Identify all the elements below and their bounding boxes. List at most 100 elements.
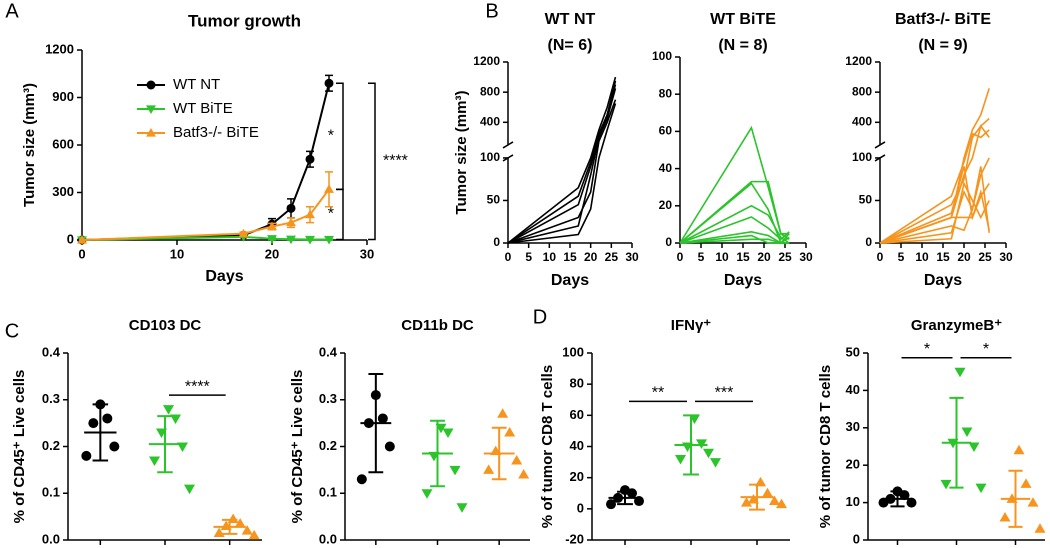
marker — [741, 497, 752, 507]
chart-title: IFNγ⁺ — [671, 317, 712, 334]
significance-label: * — [983, 341, 989, 358]
x-tick-label: 10 — [170, 246, 184, 261]
series-line — [507, 88, 617, 244]
series-line — [507, 80, 617, 244]
chart-subtitle: (N= 6) — [548, 37, 593, 54]
chart-subtitle: (N = 8) — [718, 37, 767, 54]
marker — [88, 418, 99, 429]
significance-label: ** — [652, 385, 664, 402]
y-tick-label: 800 — [480, 84, 500, 98]
marker — [613, 492, 623, 503]
x-tick-label: 25 — [605, 250, 619, 264]
marker — [776, 498, 787, 509]
x-tick-label: 10 — [915, 250, 929, 264]
x-axis-label: Days — [724, 272, 762, 289]
y-axis-label: % of tumor CD8 T cells — [539, 365, 556, 528]
y-tick-label: 400 — [852, 114, 872, 128]
marker — [1013, 444, 1025, 455]
y-tick-label: 0.1 — [42, 485, 60, 500]
marker — [421, 489, 433, 499]
x-tick-label: 20 — [584, 250, 598, 264]
y-tick-label: 0.4 — [42, 344, 61, 359]
y-tick-label: 40 — [846, 382, 860, 397]
x-tick-label: 20 — [757, 250, 771, 264]
marker — [146, 128, 156, 137]
marker — [356, 474, 367, 485]
marker — [241, 525, 253, 535]
marker — [511, 455, 523, 465]
y-tick-label: 100 — [480, 150, 500, 164]
chart-title: CD103 DC — [129, 317, 202, 334]
marker — [975, 483, 987, 494]
marker — [184, 484, 195, 495]
marker — [1006, 493, 1018, 503]
marker — [286, 217, 296, 227]
marker — [163, 405, 174, 415]
marker — [675, 454, 686, 465]
marker — [77, 235, 87, 244]
x-tick-label: 20 — [957, 250, 971, 264]
y-tick-label: 1200 — [45, 41, 74, 56]
marker — [156, 428, 167, 438]
marker — [490, 445, 502, 456]
chart-title: CD11b DC — [401, 317, 474, 334]
marker — [1034, 523, 1046, 533]
chart-title: Tumor growth — [188, 11, 301, 30]
y-tick-label: 400 — [480, 114, 500, 128]
y-tick-label: 50 — [846, 344, 860, 359]
series-line — [679, 204, 790, 244]
x-tick-label: 25 — [978, 250, 992, 264]
marker — [689, 414, 700, 424]
y-axis-label: Tumor size (mm³) — [453, 91, 470, 215]
y-axis-label: Tumor size (mm³) — [21, 83, 38, 207]
marker — [606, 499, 616, 510]
y-tick-label: 0.0 — [319, 531, 337, 546]
x-tick-label: 0 — [877, 250, 884, 264]
series-line — [679, 125, 790, 244]
marker — [899, 490, 910, 501]
marker — [710, 458, 721, 468]
marker — [286, 203, 296, 213]
marker — [449, 465, 461, 476]
marker — [940, 479, 952, 490]
y-tick-label: 10 — [846, 494, 860, 509]
series-line — [507, 76, 617, 244]
significance-label: * — [328, 206, 334, 223]
y-tick-label: 80 — [570, 376, 584, 391]
marker — [954, 367, 966, 378]
panel-label: A — [5, 0, 19, 22]
marker — [384, 441, 395, 452]
axis-break — [502, 141, 514, 149]
y-axis-label: % of tumor CD8 T cells — [817, 365, 834, 528]
y-axis-label: % of CD45⁺ Live cells — [289, 370, 306, 524]
y-tick-label: 0 — [853, 531, 860, 546]
marker — [377, 413, 388, 424]
marker — [906, 497, 917, 508]
panel-label: B — [485, 0, 498, 22]
marker — [234, 518, 246, 528]
legend-label: WT BiTE — [173, 100, 233, 117]
series-line — [507, 99, 617, 244]
panel-label: C — [5, 320, 19, 342]
legend-label: Batf3-/- BiTE — [173, 124, 259, 141]
y-tick-label: 100 — [652, 49, 672, 63]
x-axis-label: Days — [551, 272, 589, 289]
series-line — [879, 124, 990, 244]
y-tick-label: 0.4 — [319, 344, 338, 359]
x-tick-label: 0 — [505, 250, 512, 264]
y-tick-label: 0 — [665, 235, 672, 249]
y-tick-label: 50 — [487, 193, 501, 207]
marker — [428, 451, 440, 462]
x-tick-label: 15 — [736, 250, 750, 264]
x-tick-label: 30 — [360, 246, 374, 261]
y-tick-label: 50 — [859, 193, 873, 207]
y-tick-label: 40 — [570, 438, 584, 453]
x-tick-label: 25 — [778, 250, 792, 264]
panel-label: D — [533, 306, 547, 328]
marker — [170, 414, 181, 424]
sd-bar — [1008, 469, 1023, 528]
marker — [146, 80, 156, 90]
y-tick-label: 0.3 — [42, 391, 60, 406]
marker — [755, 476, 766, 487]
